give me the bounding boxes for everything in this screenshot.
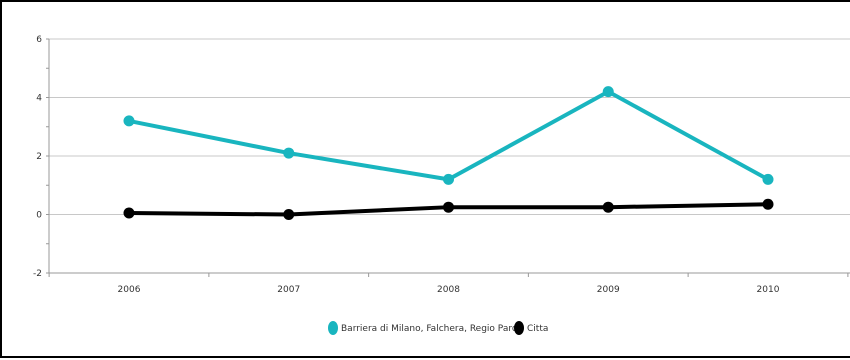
legend: Barriera di Milano, Falchera, Regio Parc… [328, 321, 548, 335]
x-tick-label: 2007 [277, 285, 300, 295]
data-point [123, 115, 135, 127]
data-point [602, 201, 614, 213]
x-tick-label: 2010 [757, 285, 780, 295]
legend-marker [328, 321, 338, 335]
y-tick-label: 0 [36, 211, 42, 221]
data-point [602, 86, 614, 98]
x-tick-label: 2009 [597, 285, 620, 295]
y-tick-label: 2 [36, 152, 42, 162]
series-1 [123, 198, 774, 220]
data-point [283, 209, 295, 220]
axis-layer: -2 0 2 4 6 2006 2007 2008 2009 2010 [33, 35, 850, 295]
series-layer [123, 86, 774, 220]
y-tick-label: 4 [36, 94, 42, 104]
legend-marker [514, 321, 524, 335]
grid-layer [49, 38, 850, 274]
y-tick-label: -2 [33, 269, 42, 279]
series-line [127, 89, 770, 182]
legend-label: Citta [527, 324, 548, 334]
data-point [762, 173, 774, 185]
x-tick-label: 2006 [118, 285, 141, 295]
legend-label: Barriera di Milano, Falchera, Regio Parc… [341, 324, 523, 334]
data-point [123, 207, 135, 219]
data-point [762, 198, 774, 210]
y-tick-label: 6 [36, 35, 42, 45]
data-point [443, 201, 454, 213]
data-point [443, 173, 454, 185]
x-tick-label: 2008 [437, 285, 460, 295]
data-point [283, 147, 295, 159]
series-0 [123, 86, 774, 185]
